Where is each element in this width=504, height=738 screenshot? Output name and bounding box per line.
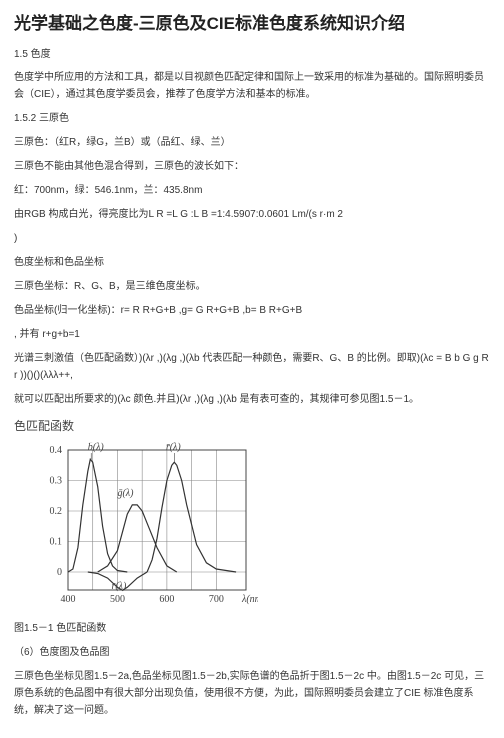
svg-text:0.2: 0.2 xyxy=(50,506,63,517)
spectral-stimulus-2: 就可以匹配出所要求的)(λc 颜色.并且)(λr ,)(λg ,)(λb 是有表… xyxy=(14,391,490,408)
svg-text:400: 400 xyxy=(61,594,76,605)
svg-text:0.1: 0.1 xyxy=(50,537,63,548)
section-1-5: 1.5 色度 xyxy=(14,46,490,63)
section-1-5-2: 1.5.2 三原色 xyxy=(14,110,490,127)
svg-text:0.4: 0.4 xyxy=(50,445,63,456)
page-title: 光学基础之色度-三原色及CIE标准色度系统知识介绍 xyxy=(14,12,490,36)
coord-title: 色度坐标和色品坐标 xyxy=(14,254,490,271)
paragraph-6: 三原色色坐标见图1.5－2a,色品坐标见图1.5－2b,实际色谱的色品折于图1.… xyxy=(14,668,490,719)
svg-text:b̄(λ): b̄(λ) xyxy=(88,442,105,453)
svg-text:0: 0 xyxy=(57,567,62,578)
color-matching-chart: 0 0.1 0.2 0.3 0.4 400 500 600 700 λ(nm) b̄(λ) r̄(λ)… xyxy=(18,442,490,612)
rgb-sum: , 并有 r+g+b=1 xyxy=(14,326,490,343)
tri-note: 三原色不能由其他色混合得到，三原色的波长如下： xyxy=(14,158,490,175)
svg-text:700: 700 xyxy=(209,594,224,605)
svg-text:600: 600 xyxy=(159,594,174,605)
svg-text:500: 500 xyxy=(110,594,125,605)
tri-definition: 三原色：（红R，绿G，兰B）或（品红、绿、兰） xyxy=(14,134,490,151)
tri-coord: 三原色坐标：R、G、B，是三维色度坐标。 xyxy=(14,278,490,295)
svg-text:0.3: 0.3 xyxy=(50,476,63,487)
intro-paragraph: 色度学中所应用的方法和工具，都是以目视颜色匹配定律和国际上一致采用的标准为基础的… xyxy=(14,69,490,103)
svg-text:ḡ(λ): ḡ(λ) xyxy=(117,488,134,499)
svg-text:λ(nm): λ(nm) xyxy=(241,594,258,605)
wavelengths: 红：700nm，绿：546.1nm，兰：435.8nm xyxy=(14,182,490,199)
spectral-stimulus: 光谱三刺激值（色匹配函数）)(λr ,)(λg ,)(λb 代表匹配一种颜色，需… xyxy=(14,350,490,384)
luminance-ratio: 由RGB 构成白光，得亮度比为L R =L G :L B =1:4.5907:0… xyxy=(14,206,490,223)
svg-text:r̄(λ): r̄(λ) xyxy=(166,442,182,453)
figure-caption: 图1.5－1 色匹配函数 xyxy=(14,620,490,637)
rparen: ) xyxy=(14,230,490,247)
section-6: （6）色度图及色品图 xyxy=(14,644,490,661)
chroma-coord: 色品坐标(归一化坐标)：r= R R+G+B ,g= G R+G+B ,b= B… xyxy=(14,302,490,319)
svg-text:r̄(λ): r̄(λ) xyxy=(111,581,127,592)
chart-title: 色匹配函数 xyxy=(14,416,490,436)
